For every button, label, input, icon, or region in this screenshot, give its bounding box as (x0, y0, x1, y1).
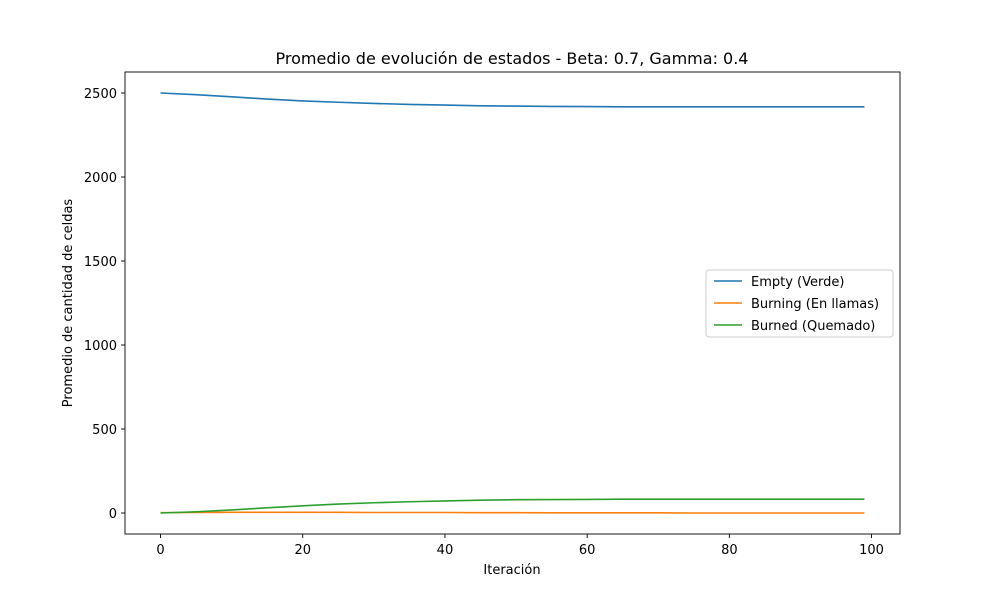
series-line-2 (160, 498, 865, 514)
chart-title: Promedio de evolución de estados - Beta:… (276, 49, 749, 68)
x-tick-label: 100 (859, 543, 884, 558)
y-tick-label: 0 (109, 507, 117, 522)
y-tick-label: 500 (92, 423, 117, 438)
legend-box (705, 269, 894, 338)
legend-entry-0: Empty (Verde) (751, 275, 844, 290)
series-line-1 (160, 511, 865, 514)
x-axis-label: Iteración (483, 563, 540, 578)
plot-frame (124, 71, 901, 535)
legend: Empty (Verde) Burning (En llamas) Burned (… (705, 269, 894, 338)
y-tick-label: 2000 (84, 171, 117, 186)
x-tick-label: 80 (721, 543, 738, 558)
y-tick-label: 1000 (84, 339, 117, 354)
y-tick-label: 2500 (84, 87, 117, 102)
y-tick-label: 1500 (84, 255, 117, 270)
legend-entry-2: Burned (Quemado) (751, 319, 875, 334)
series-line-0 (160, 92, 865, 108)
x-tick-label: 60 (579, 543, 596, 558)
x-tick-label: 0 (156, 543, 164, 558)
x-tick-label: 40 (437, 543, 454, 558)
x-tick-label: 20 (294, 543, 311, 558)
legend-entry-1: Burning (En llamas) (751, 297, 879, 312)
y-axis-label: Promedio de cantidad de celdas (61, 199, 76, 408)
